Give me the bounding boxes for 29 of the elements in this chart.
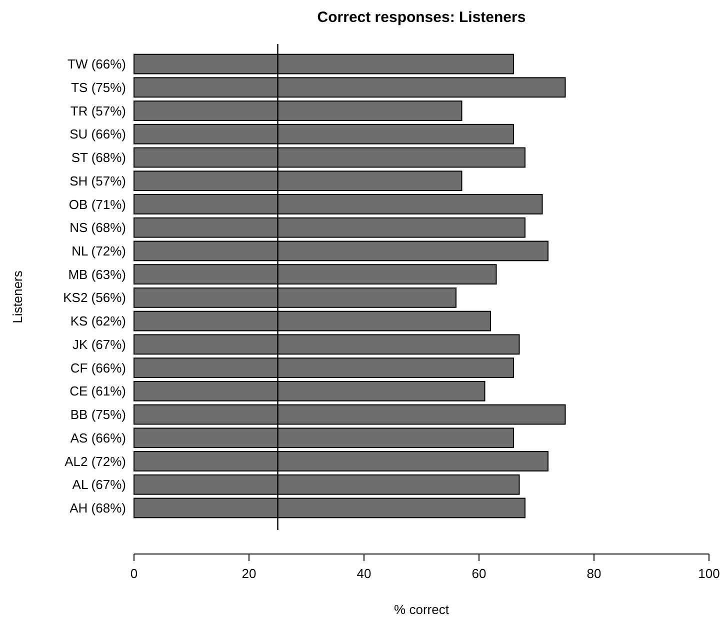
y-tick-label: ST (68%) [71,150,126,166]
y-tick-label: KS2 (56%) [63,290,126,306]
y-tick-label: TR (57%) [70,103,126,118]
y-tick-label: TW (66%) [68,56,126,72]
y-tick-label: NS (68%) [70,220,126,236]
y-tick-label: KS (62%) [70,314,126,329]
y-tick-label: AL (67%) [72,477,126,492]
y-tick-label: BB (75%) [70,407,126,422]
x-tick-label: 20 [242,566,256,581]
y-tick-label: MB (63%) [68,266,126,282]
y-tick-label: OB (71%) [68,196,126,212]
y-tick-label: CE (61%) [70,384,126,399]
x-tick-label: 40 [356,566,372,581]
y-tick-label: JK (67%) [72,336,126,352]
y-tick-label: AH (68%) [70,500,126,516]
y-tick-label: TS (75%) [71,80,126,95]
y-tick-label: NL (72%) [72,244,126,259]
x-tick-label: 0 [130,566,138,581]
y-tick-label: SU (66%) [70,126,126,142]
y-tick-label: CF (66%) [70,360,126,376]
y-tick-label: SH (57%) [70,173,126,188]
x-tick-label: 60 [472,566,486,581]
y-tick-label: AS (66%) [70,430,126,446]
y-axis-title: Listeners [10,270,25,324]
x-tick-label: 100 [698,566,720,581]
x-tick-label: 80 [586,566,602,581]
chart-title: Correct responses: Listeners [317,9,526,26]
x-axis-title: % correct [394,602,450,617]
y-tick-label: AL2 (72%) [64,454,126,469]
